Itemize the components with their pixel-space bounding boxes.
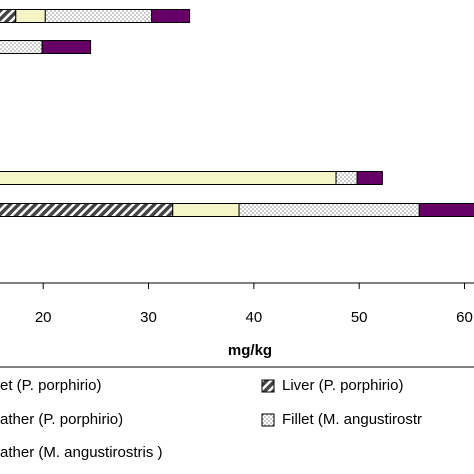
x-tick-label: 20 [35,309,52,326]
legend-swatch [261,413,275,427]
bar-segment [335,171,358,185]
bar-segment [0,9,17,23]
legend-swatch [261,379,275,393]
bar-segment [15,9,46,23]
x-tick-label: 30 [140,309,157,326]
legend-label: et (P. porphirio) [0,377,101,394]
legend-label: Liver (P. porphirio) [282,377,403,394]
bar-segment [0,171,337,185]
bar-segment [356,171,383,185]
bar-segment [44,9,153,23]
legend-label: ather (M. angustirostris ) [0,444,163,461]
x-axis-label: mg/kg [228,342,272,359]
bar-segment [0,40,43,54]
legend-label: ather (P. porphirio) [0,411,123,428]
bar-segment [151,9,191,23]
bar-segment [41,40,92,54]
x-tick-label: 60 [456,309,473,326]
bar-segment [418,203,474,217]
bar-segment [0,203,174,217]
bar-segment [238,203,420,217]
x-tick-label: 50 [351,309,368,326]
bar-segment [172,203,240,217]
legend-label: Fillet (M. angustirostr [282,411,422,428]
x-tick-label: 40 [246,309,263,326]
